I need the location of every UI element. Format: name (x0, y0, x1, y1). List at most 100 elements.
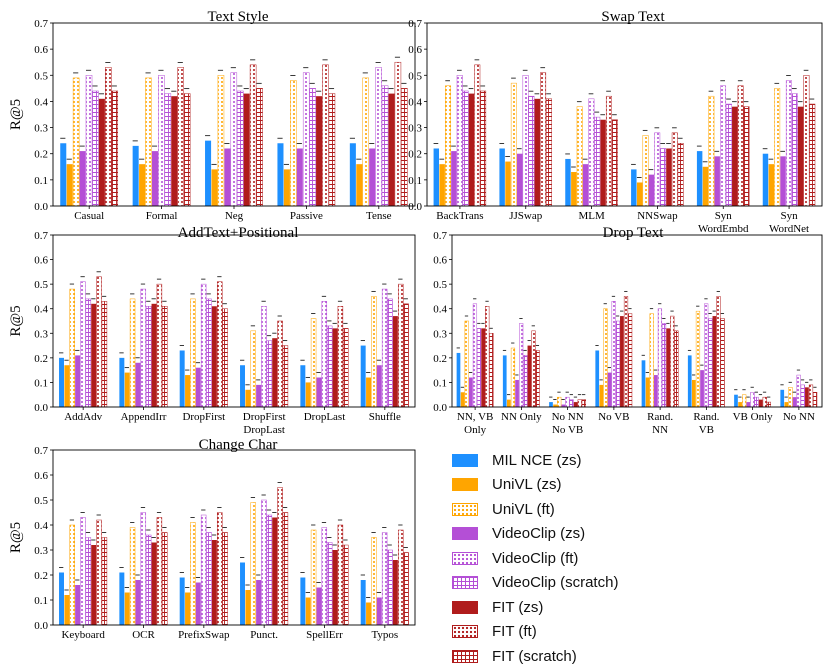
x-tick-line: DropLast (304, 411, 346, 423)
bar (222, 532, 228, 626)
bar (328, 93, 336, 207)
bar (519, 323, 524, 408)
bar (72, 77, 80, 207)
x-tick-label: Keyboard (61, 629, 105, 641)
bar (648, 174, 655, 206)
chart-panel: AddText+Positional R@5 0.0 0.1 0.2 0.3 0.4 0.5 0… (8, 225, 416, 436)
bar (451, 151, 457, 206)
x-tick-line: MLM (578, 210, 605, 222)
y-tick-label: 0.7 (433, 230, 447, 242)
bar (66, 164, 73, 206)
chart-panel: Drop Text 0.0 0.1 0.2 0.3 0.4 0.5 0.6 0.7 NN, VB O… (433, 225, 823, 436)
bar (805, 387, 809, 407)
bar (456, 75, 463, 207)
x-tick-label: NNSwap (637, 210, 678, 222)
bar (561, 404, 566, 407)
bar (641, 360, 646, 407)
x-tick-label: Rand. NN (647, 411, 673, 436)
bar (211, 169, 218, 206)
bar (472, 303, 478, 408)
legend-label: FIT (scratch) (492, 647, 577, 665)
bar (531, 330, 536, 408)
bar (394, 61, 402, 207)
bar (557, 396, 562, 408)
bar (105, 67, 112, 207)
bar (762, 396, 767, 408)
bar (754, 396, 759, 408)
bar (742, 394, 747, 408)
bar (85, 75, 93, 207)
bar (476, 328, 482, 408)
legend-label: UniVL (zs) (492, 476, 562, 494)
legend-item: MIL NCE (zs) (452, 448, 822, 473)
y-tick-label: 0.6 (34, 44, 48, 56)
x-tick-line: Keyboard (61, 629, 105, 641)
bar (788, 387, 793, 408)
bar (91, 545, 97, 625)
bar (581, 399, 586, 408)
bar (506, 399, 511, 407)
bar (720, 85, 727, 207)
bar (316, 96, 323, 206)
bar (310, 529, 317, 626)
bar (240, 365, 245, 407)
bar (162, 532, 168, 626)
y-axis-label: R@5 (8, 305, 24, 336)
bar (132, 145, 139, 206)
bar (670, 315, 675, 408)
bar (522, 75, 529, 207)
bar (245, 590, 251, 625)
bar (758, 399, 763, 407)
bar (545, 98, 552, 207)
chart-panel: Text Style R@5 0.0 0.1 0.2 0.3 0.4 0.5 0.6 0.7 Cas… (8, 9, 416, 222)
bar (101, 301, 108, 408)
bar (780, 156, 786, 206)
bar (369, 148, 376, 206)
bar (277, 487, 283, 626)
x-tick-line: AddAdv (64, 411, 102, 423)
bar (611, 119, 618, 207)
bar (216, 512, 223, 626)
bar (628, 313, 633, 408)
x-tick-label: Shuffle (369, 411, 401, 423)
bar (69, 524, 75, 626)
legend: MIL NCE (zs) UniVL (zs) UniVL (ft) Video… (452, 448, 822, 669)
bar (282, 345, 289, 408)
bar (515, 379, 519, 407)
bar (250, 502, 256, 626)
bar (388, 93, 395, 206)
bar (101, 537, 108, 626)
bar (631, 169, 637, 206)
legend-swatch (452, 600, 478, 614)
bar (145, 77, 152, 207)
x-tick-line: PrefixSwap (178, 629, 230, 641)
bar (666, 328, 670, 407)
bar (337, 306, 344, 408)
bar (565, 396, 570, 408)
x-tick-label: Passive (290, 210, 323, 222)
bar (195, 582, 201, 625)
bar (468, 377, 473, 407)
bar (797, 106, 804, 206)
bar (502, 355, 507, 407)
bar (321, 301, 328, 408)
bar (145, 534, 152, 626)
bar (645, 377, 650, 407)
bar (151, 303, 157, 407)
bar (158, 75, 165, 207)
bar (796, 374, 801, 408)
bar (205, 140, 212, 206)
bar (305, 382, 311, 407)
bar (397, 283, 404, 408)
figure: Text Style R@5 0.0 0.1 0.2 0.3 0.4 0.5 0.6 0.7 Cas… (8, 9, 823, 641)
x-tick-label: OCR (132, 629, 155, 641)
bar (60, 143, 67, 206)
y-tick-label: 0.0 (408, 201, 422, 213)
y-tick-label: 0.5 (34, 70, 48, 82)
x-tick-label: Syn WordEmbd (698, 210, 749, 235)
y-tick-label: 0.4 (34, 96, 48, 108)
x-tick-label: No NN No VB (552, 411, 584, 436)
bar (371, 296, 377, 408)
x-tick-label: DropLast (304, 411, 346, 423)
bar (124, 592, 130, 625)
